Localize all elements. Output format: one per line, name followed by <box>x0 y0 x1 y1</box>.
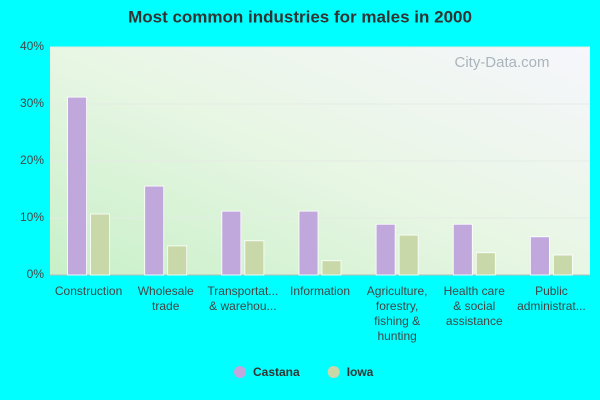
bar <box>398 234 419 276</box>
y-tick-label: 40% <box>20 39 44 53</box>
x-tick-label: forestry, <box>376 299 418 313</box>
x-tick-label: Construction <box>55 284 122 298</box>
y-tick-label: 10% <box>20 210 44 224</box>
bar <box>321 260 342 276</box>
x-tick-label: Transportat... <box>207 284 278 298</box>
bar <box>298 210 319 276</box>
bar <box>475 252 496 276</box>
bar <box>221 210 242 276</box>
bar <box>67 96 87 276</box>
x-tick-label: administrat... <box>517 299 586 313</box>
bar <box>452 223 473 276</box>
x-tick-label: & social <box>453 299 495 313</box>
legend-label: Iowa <box>347 365 374 379</box>
bar <box>144 185 165 276</box>
bar <box>167 245 188 276</box>
y-tick-label: 30% <box>20 96 44 110</box>
x-tick-label: hunting <box>377 329 416 343</box>
y-tick-label: 0% <box>27 267 45 281</box>
x-tick-label: & warehou... <box>209 299 276 313</box>
x-tick-label: Agriculture, <box>367 284 428 298</box>
bar <box>90 213 110 276</box>
chart-title: Most common industries for males in 2000 <box>128 7 472 26</box>
x-tick-label: trade <box>152 299 180 313</box>
x-tick-label: Public <box>535 284 568 298</box>
x-tick-label: Wholesale <box>138 284 194 298</box>
bar <box>553 254 573 276</box>
legend-swatch <box>234 366 246 378</box>
x-tick-label: Information <box>290 284 350 298</box>
bar <box>375 223 396 276</box>
bar <box>530 236 550 276</box>
x-tick-label: assistance <box>446 314 503 328</box>
y-tick-label: 20% <box>20 153 44 167</box>
legend-swatch <box>327 366 340 378</box>
watermark: City-Data.com <box>454 54 549 71</box>
bar <box>244 240 265 276</box>
x-tick-label: fishing & <box>374 314 420 328</box>
x-tick-label: Health care <box>444 284 506 298</box>
legend-label: Castana <box>253 365 300 379</box>
